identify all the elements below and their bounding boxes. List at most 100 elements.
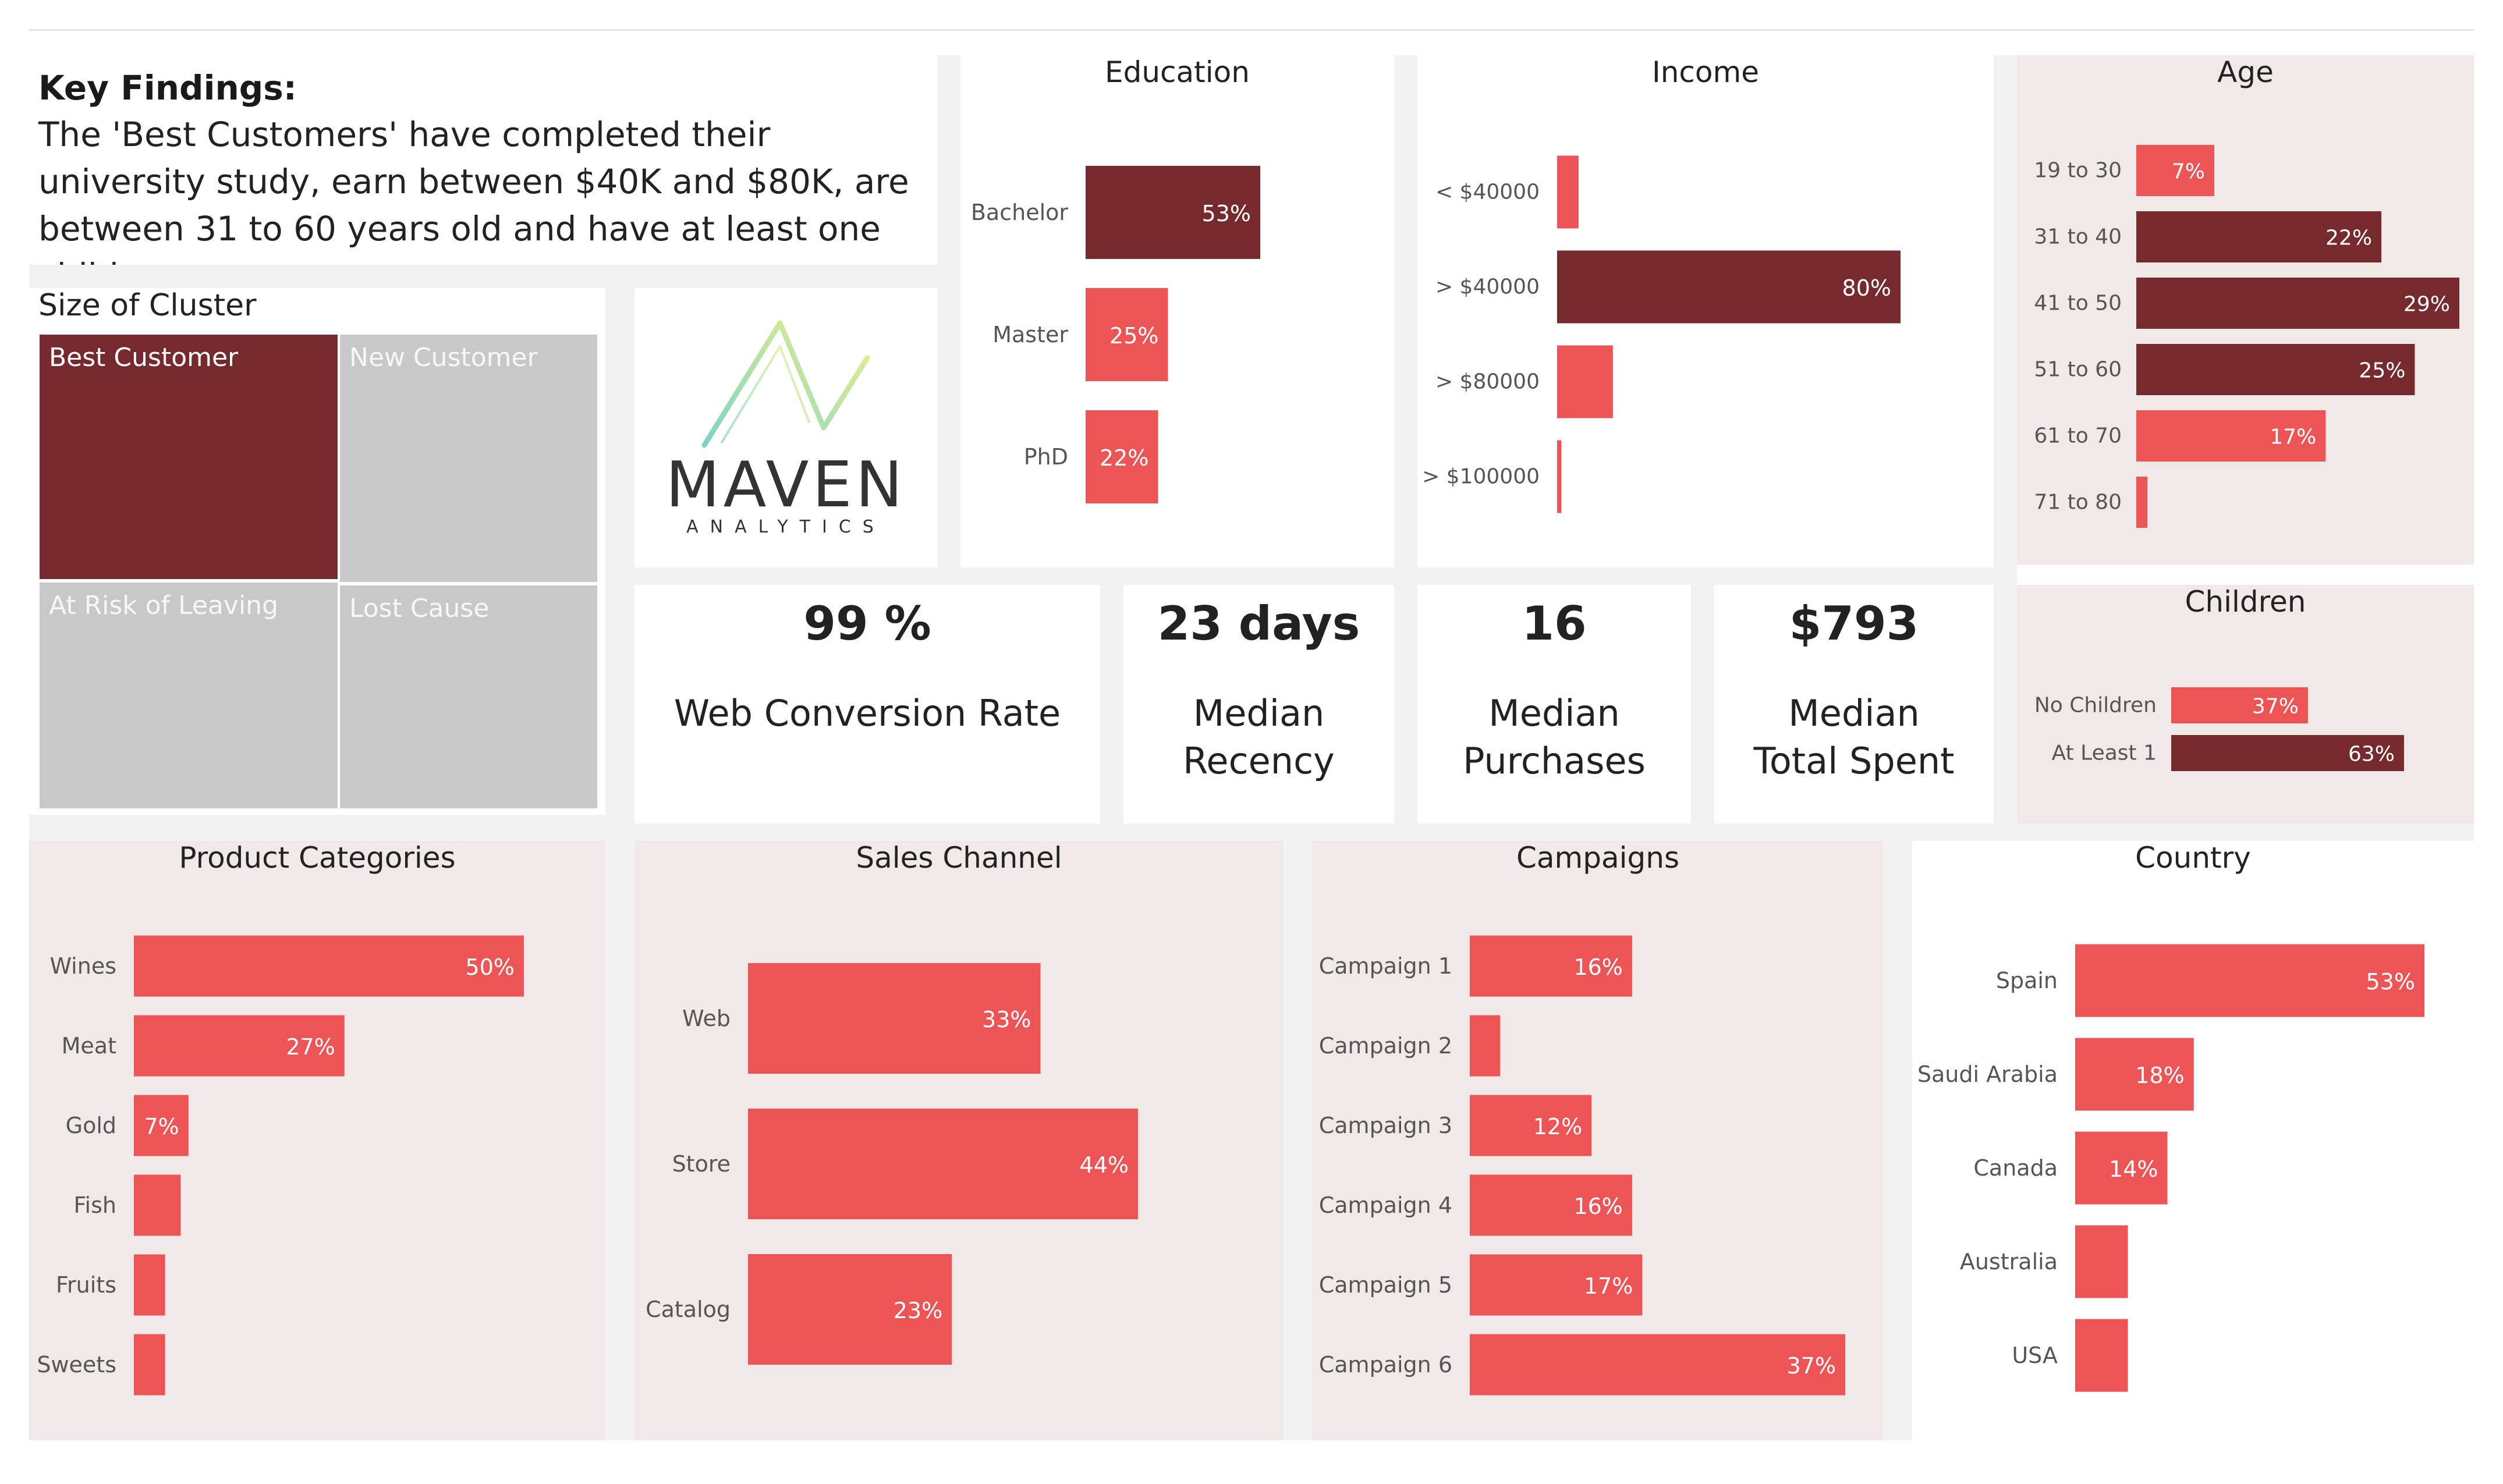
product-category-label: Fruits xyxy=(56,1272,116,1298)
product-bar[interactable] xyxy=(134,1174,181,1236)
campaigns-bar[interactable] xyxy=(1470,1254,1643,1316)
kpi-median-total-spent: $793 Median Total Spent xyxy=(1714,585,1994,823)
country-svg: Spain 53% Saudi Arabia 18% Canada 14% Australi… xyxy=(1917,944,2424,1392)
education-bar[interactable] xyxy=(1086,288,1168,381)
income-bar[interactable] xyxy=(1557,155,1579,229)
country-bar[interactable] xyxy=(2075,1319,2128,1392)
age-data-label: 17% xyxy=(2270,425,2316,449)
country-bar[interactable] xyxy=(2075,944,2424,1017)
product-bar[interactable] xyxy=(134,1095,189,1156)
campaigns-category-label: Campaign 1 xyxy=(1319,953,1452,979)
sales-channel-chart: Web 33% Store 44% Catalog 23% Sales Channel xyxy=(634,841,1284,1440)
country-category-label: Canada xyxy=(1973,1155,2058,1181)
sales-bar[interactable] xyxy=(748,963,1041,1074)
campaigns-bar[interactable] xyxy=(1470,1334,1845,1396)
campaigns-bar[interactable] xyxy=(1470,1015,1501,1077)
cluster-tile-new-customer[interactable]: New Customer xyxy=(340,335,597,582)
age-category-label: 61 to 70 xyxy=(2034,424,2122,448)
education-chart: Bachelor 53% Master 25% PhD 22% Education xyxy=(960,55,1394,565)
campaigns-svg: Campaign 1 16% Campaign 2 Campaign 3 12% Camp… xyxy=(1319,935,1845,1396)
income-category-label: > $100000 xyxy=(1422,465,1540,489)
education-bar[interactable] xyxy=(1086,166,1260,259)
country-bar[interactable] xyxy=(2075,1225,2128,1298)
age-bar[interactable] xyxy=(2136,410,2326,461)
campaigns-data-label: 16% xyxy=(1573,1194,1622,1219)
product-bar[interactable] xyxy=(134,1334,165,1396)
kpi-value: 99 % xyxy=(803,597,931,651)
sales-category-label: Store xyxy=(672,1151,731,1177)
income-bar[interactable] xyxy=(1557,345,1613,418)
chart-title: Education xyxy=(1105,55,1250,89)
education-data-label: 22% xyxy=(1100,445,1148,471)
age-data-label: 7% xyxy=(2172,160,2205,184)
product-bar[interactable] xyxy=(134,1015,345,1077)
cluster-tile-at-risk[interactable]: At Risk of Leaving xyxy=(40,583,338,808)
product-category-label: Sweets xyxy=(37,1352,116,1378)
product-category-label: Gold xyxy=(66,1113,116,1138)
age-bar[interactable] xyxy=(2136,344,2415,395)
income-bar[interactable] xyxy=(1557,440,1562,513)
product-data-label: 50% xyxy=(466,954,515,980)
logo-sub: ANALYTICS xyxy=(686,517,885,537)
age-svg: 19 to 30 7% 31 to 40 22% 41 to 50 29% 51 to 60… xyxy=(2034,145,2459,528)
campaigns-category-label: Campaign 5 xyxy=(1319,1272,1452,1298)
logo-panel: MAVEN ANALYTICS xyxy=(634,288,937,567)
age-bar[interactable] xyxy=(2136,278,2459,329)
age-data-label: 25% xyxy=(2359,359,2405,383)
kpi-value: $793 xyxy=(1789,597,1919,651)
logo-name: MAVEN xyxy=(665,449,906,521)
country-category-label: Spain xyxy=(1996,968,2058,993)
country-data-label: 14% xyxy=(2109,1156,2158,1182)
children-bar[interactable] xyxy=(2171,687,2308,723)
sales-svg: Web 33% Store 44% Catalog 23% xyxy=(646,963,1138,1365)
campaigns-data-label: 17% xyxy=(1584,1273,1633,1299)
product-bar[interactable] xyxy=(134,935,524,997)
key-findings-panel: Key Findings: The 'Best Customers' have … xyxy=(29,55,937,296)
campaigns-data-label: 12% xyxy=(1533,1114,1582,1139)
key-findings-text: The 'Best Customers' have completed thei… xyxy=(38,115,909,296)
children-category-label: No Children xyxy=(2034,694,2157,718)
income-bar[interactable] xyxy=(1557,250,1901,324)
age-category-label: 41 to 50 xyxy=(2034,292,2122,315)
income-category-label: > $80000 xyxy=(1435,370,1540,394)
children-bar[interactable] xyxy=(2171,735,2404,771)
age-bar[interactable] xyxy=(2136,477,2148,528)
kpi-label: Median Total Spent xyxy=(1753,692,1955,782)
age-data-label: 29% xyxy=(2403,293,2450,317)
country-chart: Spain 53% Saudi Arabia 18% Canada 14% Australi… xyxy=(1912,841,2474,1440)
education-bar[interactable] xyxy=(1086,410,1158,503)
sales-data-label: 23% xyxy=(894,1298,942,1323)
campaigns-category-label: Campaign 3 xyxy=(1319,1113,1452,1138)
top-divider xyxy=(29,29,2474,31)
campaigns-data-label: 16% xyxy=(1573,954,1622,980)
children-data-label: 63% xyxy=(2348,743,2395,766)
sales-category-label: Catalog xyxy=(646,1297,731,1322)
country-data-label: 18% xyxy=(2135,1063,2184,1088)
product-category-label: Wines xyxy=(49,953,116,979)
chart-title: Children xyxy=(2185,585,2306,619)
sales-bar[interactable] xyxy=(748,1109,1138,1219)
chart-title: Age xyxy=(2217,55,2274,89)
campaigns-data-label: 37% xyxy=(1787,1353,1836,1379)
kpi-web-conversion: 99 % Web Conversion Rate xyxy=(634,585,1100,823)
campaigns-bar[interactable] xyxy=(1470,1095,1592,1156)
education-category-label: Master xyxy=(992,322,1068,347)
campaigns-bar[interactable] xyxy=(1470,1174,1632,1236)
children-chart: No Children 37% At Least 1 63% Children xyxy=(2017,585,2474,823)
product-category-label: Fish xyxy=(73,1192,116,1218)
country-bar[interactable] xyxy=(2075,1038,2194,1111)
cluster-tile-lost-cause[interactable]: Lost Cause xyxy=(340,585,597,808)
kpi-value: 23 days xyxy=(1157,597,1360,651)
campaigns-bar[interactable] xyxy=(1470,935,1632,997)
chart-title: Sales Channel xyxy=(856,841,1062,875)
kpi-label: Median Purchases xyxy=(1463,692,1646,782)
cluster-tile-best-customer[interactable]: Best Customer xyxy=(40,335,338,579)
product-bar[interactable] xyxy=(134,1254,165,1316)
sales-bar[interactable] xyxy=(748,1254,952,1365)
age-category-label: 19 to 30 xyxy=(2034,159,2122,183)
age-bar[interactable] xyxy=(2136,211,2382,262)
country-bar[interactable] xyxy=(2075,1131,2168,1205)
age-bar[interactable] xyxy=(2136,145,2214,196)
education-category-label: PhD xyxy=(1024,444,1068,470)
country-category-label: USA xyxy=(2012,1343,2058,1368)
